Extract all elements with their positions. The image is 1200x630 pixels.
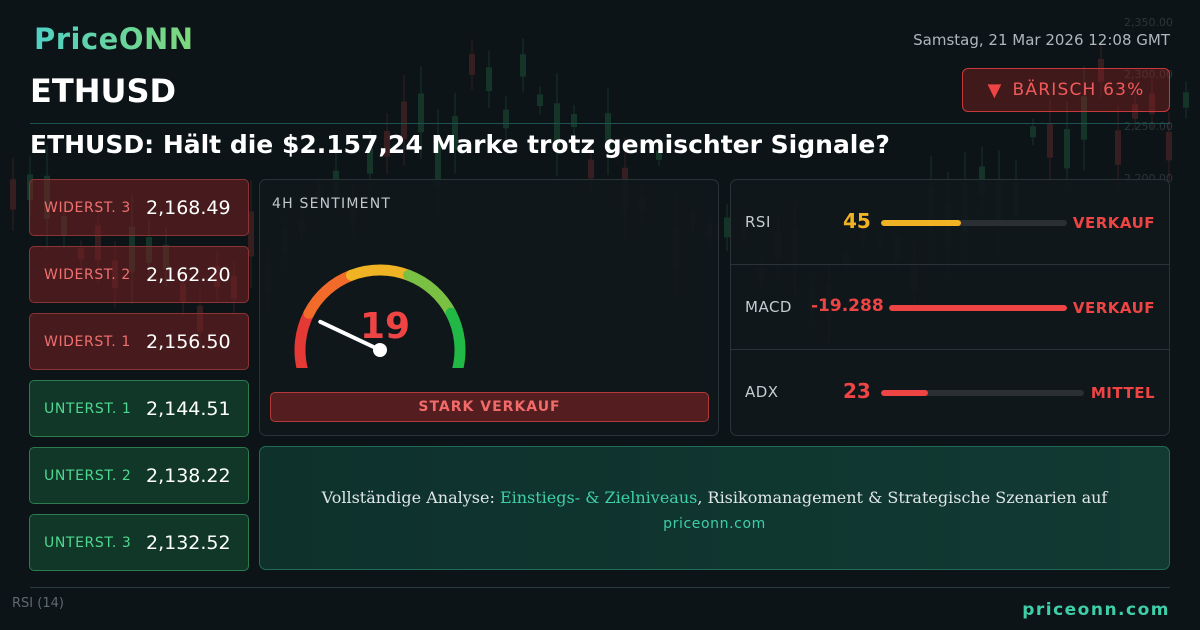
sentiment-signal: STARK VERKAUF xyxy=(270,392,709,422)
gauge-segment xyxy=(345,264,415,281)
bg-candle-body xyxy=(1115,130,1121,165)
support-level-3: UNTERST. 3 2,132.52 xyxy=(29,514,249,571)
rsi-period: (14) xyxy=(37,596,64,611)
bg-candle-body xyxy=(248,211,254,257)
sentiment-value: 19 xyxy=(360,306,411,347)
level-label: WIDERST. 2 xyxy=(44,266,131,283)
indicator-name: MACD xyxy=(745,298,792,316)
indicator-row-rsi: RSI 45 VERKAUF xyxy=(731,180,1169,265)
header-divider xyxy=(30,123,1170,124)
indicator-bar xyxy=(881,220,1067,226)
bg-candle-body xyxy=(1047,123,1053,158)
rsi-label: RSI xyxy=(12,596,34,611)
bg-candle-body xyxy=(486,67,492,92)
symbol-title: ETHUSD xyxy=(30,72,177,110)
indicator-value: 45 xyxy=(843,209,871,233)
indicators-panel: RSI 45 VERKAUF MACD -19.288 VERKAUF ADX … xyxy=(730,179,1170,436)
cta-suffix: , Risikomanagement & Strategische Szenar… xyxy=(697,488,1108,507)
indicator-value: 23 xyxy=(843,379,871,403)
bg-candle-body xyxy=(10,179,16,210)
level-label: WIDERST. 1 xyxy=(44,333,131,350)
indicator-signal: VERKAUF xyxy=(1072,299,1155,317)
bg-candle-body xyxy=(367,148,373,174)
bg-candle-body xyxy=(1064,129,1070,169)
bg-candle-body xyxy=(418,93,424,133)
level-label: UNTERST. 2 xyxy=(44,467,132,484)
cta-text: Vollständige Analyse: Einstiegs- & Zieln… xyxy=(260,488,1169,507)
footer-link[interactable]: priceonn.com xyxy=(1022,600,1170,620)
level-label: WIDERST. 3 xyxy=(44,199,131,216)
cta-prefix: Vollständige Analyse: xyxy=(321,488,500,507)
bg-candle-body xyxy=(656,151,662,160)
datetime-label: Samstag, 21 Mar 2026 12:08 GMT xyxy=(913,31,1170,49)
level-value: 2,168.49 xyxy=(146,196,231,219)
bg-candle-body xyxy=(1081,96,1087,140)
resistance-level-2: WIDERST. 2 2,162.20 xyxy=(29,246,249,303)
indicator-row-macd: MACD -19.288 VERKAUF xyxy=(731,265,1169,350)
bg-candle-body xyxy=(1030,126,1036,138)
bg-candle-body xyxy=(384,130,390,157)
bg-candle-body xyxy=(554,103,560,147)
sentiment-gauge xyxy=(294,264,466,368)
footer-divider xyxy=(30,587,1170,588)
resistance-level-3: WIDERST. 3 2,168.49 xyxy=(29,179,249,236)
level-label: UNTERST. 1 xyxy=(44,400,132,417)
price-tick-label: 2,350.00 xyxy=(1124,16,1173,29)
analysis-cta[interactable]: Vollständige Analyse: Einstiegs- & Zieln… xyxy=(259,446,1170,570)
bg-candle-body xyxy=(95,225,101,261)
level-value: 2,144.51 xyxy=(146,397,231,420)
price-tick-label: 2,250.00 xyxy=(1124,120,1173,133)
level-value: 2,162.20 xyxy=(146,263,231,286)
indicator-name: RSI xyxy=(745,213,771,231)
indicator-bar xyxy=(881,390,1084,396)
level-value: 2,138.22 xyxy=(146,464,231,487)
sentiment-title: 4H SENTIMENT xyxy=(272,196,392,212)
bg-candle-body xyxy=(520,54,526,77)
bg-candle-body xyxy=(1149,93,1155,115)
sentiment-badge: ▼ BÄRISCH 63% xyxy=(962,68,1170,112)
gauge-needle xyxy=(318,319,382,352)
level-label: UNTERST. 3 xyxy=(44,534,132,551)
gauge-segment xyxy=(303,269,357,319)
bg-candle-body xyxy=(537,94,543,106)
bg-candle-body xyxy=(435,140,441,186)
indicator-row-adx: ADX 23 MITTEL xyxy=(731,350,1169,435)
bg-candle-body xyxy=(469,53,475,75)
bg-candle-body xyxy=(724,217,730,238)
bg-candle-body xyxy=(503,109,509,129)
bg-candle-body xyxy=(1166,131,1172,161)
cta-link[interactable]: priceonn.com xyxy=(663,516,766,532)
indicator-value: -19.288 xyxy=(811,296,884,316)
sentiment-panel: 4H SENTIMENT 19 STARK VERKAUF xyxy=(259,179,719,436)
brand-logo: PriceONN xyxy=(34,22,194,56)
support-level-1: UNTERST. 1 2,144.51 xyxy=(29,380,249,437)
level-value: 2,156.50 xyxy=(146,330,231,353)
bg-candle-body xyxy=(605,113,611,150)
gauge-segment xyxy=(445,307,466,368)
level-value: 2,132.52 xyxy=(146,531,231,554)
gauge-segment xyxy=(294,307,315,368)
bg-candle-body xyxy=(571,114,577,128)
sentiment-badge-label: BÄRISCH 63% xyxy=(1012,80,1145,100)
bg-candle-body xyxy=(452,116,458,150)
background-rsi-label: RSI (14) xyxy=(12,596,64,611)
bg-candle-body xyxy=(401,101,407,140)
price-tick-label: 2,300.00 xyxy=(1124,68,1173,81)
indicator-signal: MITTEL xyxy=(1090,384,1155,402)
triangle-down-icon: ▼ xyxy=(987,79,1003,101)
gauge-pivot xyxy=(373,343,387,357)
cta-highlight: Einstiegs- & Zielniveaus xyxy=(499,488,698,507)
levels-list: WIDERST. 3 2,168.49 WIDERST. 2 2,162.20 … xyxy=(29,179,249,581)
support-level-2: UNTERST. 2 2,138.22 xyxy=(29,447,249,504)
resistance-level-1: WIDERST. 1 2,156.50 xyxy=(29,313,249,370)
indicator-name: ADX xyxy=(745,383,779,401)
headline: ETHUSD: Hält die $2.157,24 Marke trotz g… xyxy=(30,130,890,159)
gauge-segment xyxy=(403,269,457,319)
bg-candle-body xyxy=(1183,92,1189,108)
indicator-bar xyxy=(889,305,1067,311)
bg-candle-body xyxy=(588,159,594,179)
indicator-signal: VERKAUF xyxy=(1072,214,1155,232)
bg-candle-body xyxy=(1098,58,1104,82)
